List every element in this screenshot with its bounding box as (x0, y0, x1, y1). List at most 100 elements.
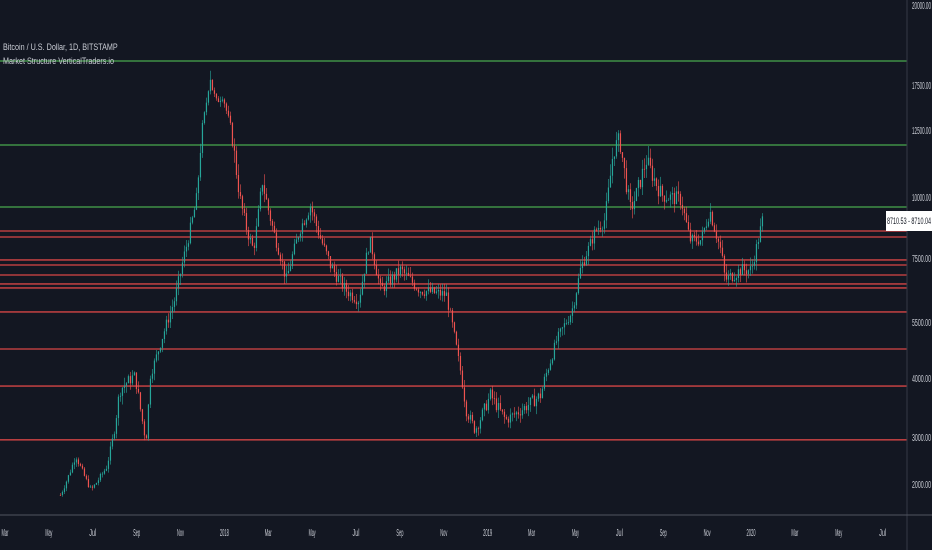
candle (217, 96, 220, 103)
candle-body (367, 252, 370, 254)
candle-body (337, 275, 340, 282)
candle (169, 305, 172, 328)
candle-body (129, 376, 132, 384)
candle (271, 219, 274, 231)
candle-body (75, 459, 78, 463)
candle-body (685, 213, 688, 223)
candle-body (199, 152, 202, 178)
candle (519, 408, 522, 423)
candle-body (559, 328, 562, 332)
candle (195, 187, 198, 211)
candle-body (537, 393, 540, 399)
candle (735, 276, 738, 287)
symbol-title[interactable]: Bitcoin / U.S. Dollar, 1D, BITSTAMP (3, 42, 118, 52)
time-tick-label: May (309, 528, 316, 539)
candle-body (459, 355, 462, 371)
candle-body (723, 255, 726, 273)
candle (147, 403, 150, 441)
candle (717, 237, 720, 250)
time-axis[interactable]: Mar May Jul Sep Nov 2018 Mar May Jul Sep Nov 2019 Ma… (2, 528, 887, 539)
candle (105, 465, 108, 472)
candle (265, 187, 268, 200)
indicator-title[interactable]: Market Structure VerticalTraders.io (3, 56, 114, 66)
candle-body (519, 414, 522, 416)
candle-body (195, 193, 198, 210)
candle (235, 146, 238, 179)
candle-body (193, 209, 196, 218)
candle-body (371, 236, 374, 255)
candle (321, 235, 324, 246)
candle-body (127, 376, 130, 384)
candle-body (641, 168, 644, 188)
candle (563, 318, 566, 335)
candle (257, 205, 260, 227)
candle (517, 406, 520, 419)
candle (683, 206, 686, 221)
candle (255, 218, 258, 252)
candle-body (451, 310, 454, 323)
candle (693, 231, 696, 242)
candle-body (563, 323, 566, 328)
candle-body (699, 240, 702, 245)
candle-body (653, 178, 656, 181)
candle (467, 413, 470, 423)
candle (139, 391, 142, 412)
candle (125, 382, 128, 393)
candle-body (499, 403, 502, 410)
candle-body (231, 122, 234, 146)
candle (581, 255, 584, 274)
candle-body (319, 235, 322, 239)
candle-body (237, 174, 240, 193)
price-tick-label: 4000.00 (912, 374, 931, 385)
candle-body (677, 191, 680, 194)
candle-body (97, 480, 100, 483)
price-axis[interactable]: 20000.00 17500.00 12500.00 10000.00 7500.00 5… (912, 1, 931, 491)
candle (199, 143, 202, 181)
candle-body (369, 236, 372, 253)
candle (241, 194, 244, 216)
candle (71, 462, 74, 474)
candle (243, 203, 246, 217)
candle-body (695, 236, 698, 242)
candle-body (361, 281, 364, 295)
candle (747, 269, 750, 279)
candle (93, 484, 96, 489)
candle (499, 395, 502, 411)
candle (485, 400, 488, 412)
candle (589, 235, 592, 247)
time-tick-label: Mar (265, 528, 272, 539)
candle-body (439, 289, 442, 296)
candle (461, 365, 464, 389)
candle (65, 480, 68, 492)
candle-body (165, 319, 168, 332)
candle-body (305, 219, 308, 225)
candle (371, 232, 374, 260)
candle-body (625, 168, 628, 193)
candle-body (453, 322, 456, 332)
candle-body (423, 294, 426, 296)
candle-body (241, 196, 244, 209)
candle-body (755, 244, 758, 263)
candle-body (269, 210, 272, 222)
price-tick-label: 10000.00 (912, 193, 931, 204)
candle (627, 185, 630, 200)
candle (533, 388, 536, 407)
candle-body (229, 115, 232, 123)
candle-body (61, 491, 64, 496)
candle-body (579, 267, 582, 279)
candle-body (711, 211, 714, 226)
candle-body (171, 306, 174, 313)
candle (401, 261, 404, 277)
candle-body (735, 278, 738, 281)
candle (113, 431, 116, 441)
candle-body (315, 216, 318, 227)
candle (201, 120, 204, 158)
candle (377, 268, 380, 285)
candle-body (511, 413, 514, 415)
candle-body (233, 145, 236, 151)
candle (549, 359, 552, 371)
candle-body (543, 376, 546, 389)
candle (483, 402, 486, 417)
candle (263, 174, 266, 203)
